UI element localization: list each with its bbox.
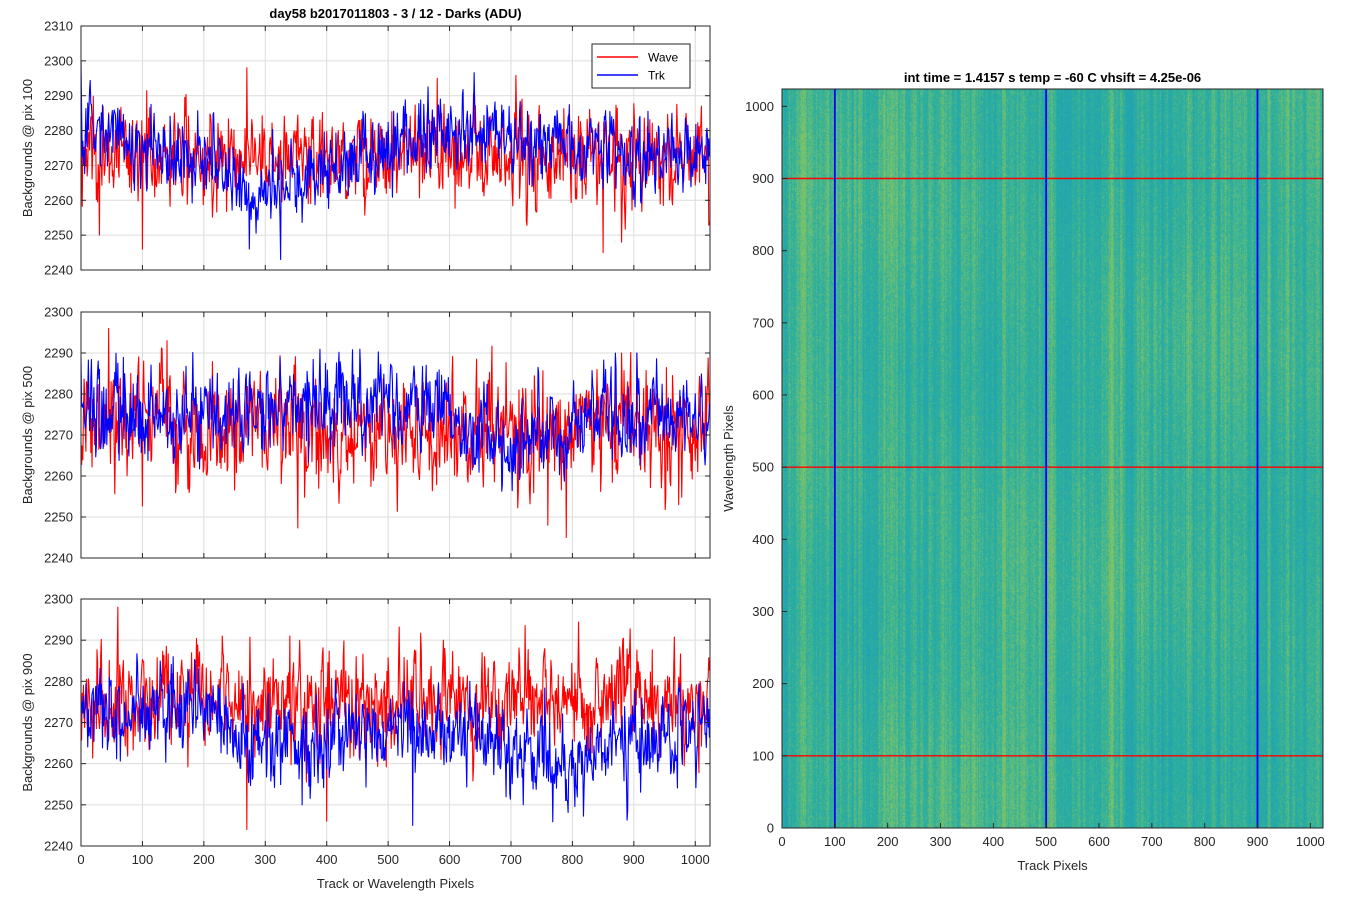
y-tick-label: 2290 <box>44 346 73 361</box>
x-tick-label: 500 <box>1035 834 1057 849</box>
y-tick-label: 2280 <box>44 674 73 689</box>
series-line-wave <box>80 327 710 539</box>
y-tick-label: 0 <box>767 821 774 836</box>
x-tick-label: 0 <box>778 834 785 849</box>
line-panel-1: 2240 2250 2260 2270 2280 2290 2300 2310 Backgrou… <box>20 6 711 278</box>
x-tick-label: 700 <box>1141 834 1163 849</box>
x-tick-label: 400 <box>316 852 338 867</box>
y-axis-label: Backgrounds @ pix 900 <box>20 653 35 791</box>
x-tick-label: 100 <box>824 834 846 849</box>
x-tick-label: 900 <box>1247 834 1269 849</box>
x-axis-label: Track or Wavelength Pixels <box>317 876 475 891</box>
y-tick-label: 2260 <box>44 193 73 208</box>
x-tick-label: 500 <box>377 852 399 867</box>
x-tick-label: 300 <box>930 834 952 849</box>
x-tick-label: 1000 <box>1296 834 1325 849</box>
axes-frame <box>80 25 711 271</box>
y-tick-label: 2250 <box>44 797 73 812</box>
y-tick-label: 2280 <box>44 387 73 402</box>
series-line-trk <box>80 653 710 826</box>
y-tick-label: 2260 <box>44 469 73 484</box>
x-tick-label: 200 <box>193 852 215 867</box>
y-tick-label: 2250 <box>44 228 73 243</box>
y-tick-label: 700 <box>752 315 774 330</box>
y-tick-label: 2310 <box>44 19 73 34</box>
legend-box <box>591 43 691 89</box>
legend-entry-wave: Wave <box>648 51 679 65</box>
y-tick-label: 1000 <box>745 99 774 114</box>
line-panel-3: 0 100 200 300 400 500 600 700 800 900 1000 2240 2250… <box>20 592 711 891</box>
y-tick-label: 2250 <box>44 510 73 525</box>
y-tick-label: 100 <box>752 748 774 763</box>
x-tick-label: 1000 <box>681 852 710 867</box>
series-line-trk <box>80 348 710 492</box>
y-axis-label: Wavelength Pixels <box>721 405 736 512</box>
line-panel-2: 2240 2250 2260 2270 2280 2290 2300 Backgrounds … <box>20 305 711 566</box>
y-tick-label: 800 <box>752 243 774 258</box>
x-tick-label: 400 <box>982 834 1004 849</box>
chart-title: int time = 1.4157 s temp = -60 C vhsift … <box>904 70 1201 85</box>
y-tick-label: 2300 <box>44 592 73 607</box>
y-tick-label: 600 <box>752 387 774 402</box>
y-tick-label: 2300 <box>44 305 73 320</box>
x-tick-label: 0 <box>77 852 84 867</box>
y-tick-label: 2290 <box>44 633 73 648</box>
legend-entry-trk: Trk <box>648 69 666 83</box>
x-tick-label: 700 <box>500 852 522 867</box>
heatmap-canvas <box>782 89 1323 828</box>
y-tick-label: 2290 <box>44 88 73 103</box>
y-axis-label: Backgrounds @ pix 500 <box>20 366 35 504</box>
x-axis-label: Track Pixels <box>1017 858 1088 873</box>
series-line-trk <box>80 60 710 261</box>
x-tick-label: 800 <box>1194 834 1216 849</box>
y-tick-label: 400 <box>752 532 774 547</box>
y-tick-label: 2260 <box>44 756 73 771</box>
y-tick-label: 2270 <box>44 158 73 173</box>
y-tick-label: 2240 <box>44 551 73 566</box>
y-tick-label: 2280 <box>44 123 73 138</box>
x-tick-label: 600 <box>1088 834 1110 849</box>
y-tick-label: 900 <box>752 171 774 186</box>
y-tick-label: 2270 <box>44 428 73 443</box>
x-tick-label: 200 <box>877 834 899 849</box>
y-tick-label: 500 <box>752 460 774 475</box>
y-tick-label: 2300 <box>44 53 73 68</box>
y-tick-label: 2240 <box>44 263 73 278</box>
heatmap-panel: 0 100 200 300 400 500 600 700 800 900 1000 0 100 200 3… <box>721 70 1325 873</box>
x-tick-label: 800 <box>562 852 584 867</box>
axes-frame <box>781 88 1324 829</box>
y-tick-label: 300 <box>752 604 774 619</box>
heatmap-image <box>782 89 1323 828</box>
x-tick-label: 900 <box>623 852 645 867</box>
legend: Wave Trk <box>591 43 691 89</box>
x-tick-label: 100 <box>132 852 154 867</box>
y-tick-label: 2240 <box>44 839 73 854</box>
y-tick-label: 200 <box>752 676 774 691</box>
y-axis-label: Backgrounds @ pix 100 <box>20 79 35 217</box>
y-tick-label: 2270 <box>44 715 73 730</box>
x-tick-label: 300 <box>254 852 276 867</box>
x-tick-label: 600 <box>439 852 461 867</box>
chart-title: day58 b2017011803 - 3 / 12 - Darks (ADU) <box>269 6 521 21</box>
